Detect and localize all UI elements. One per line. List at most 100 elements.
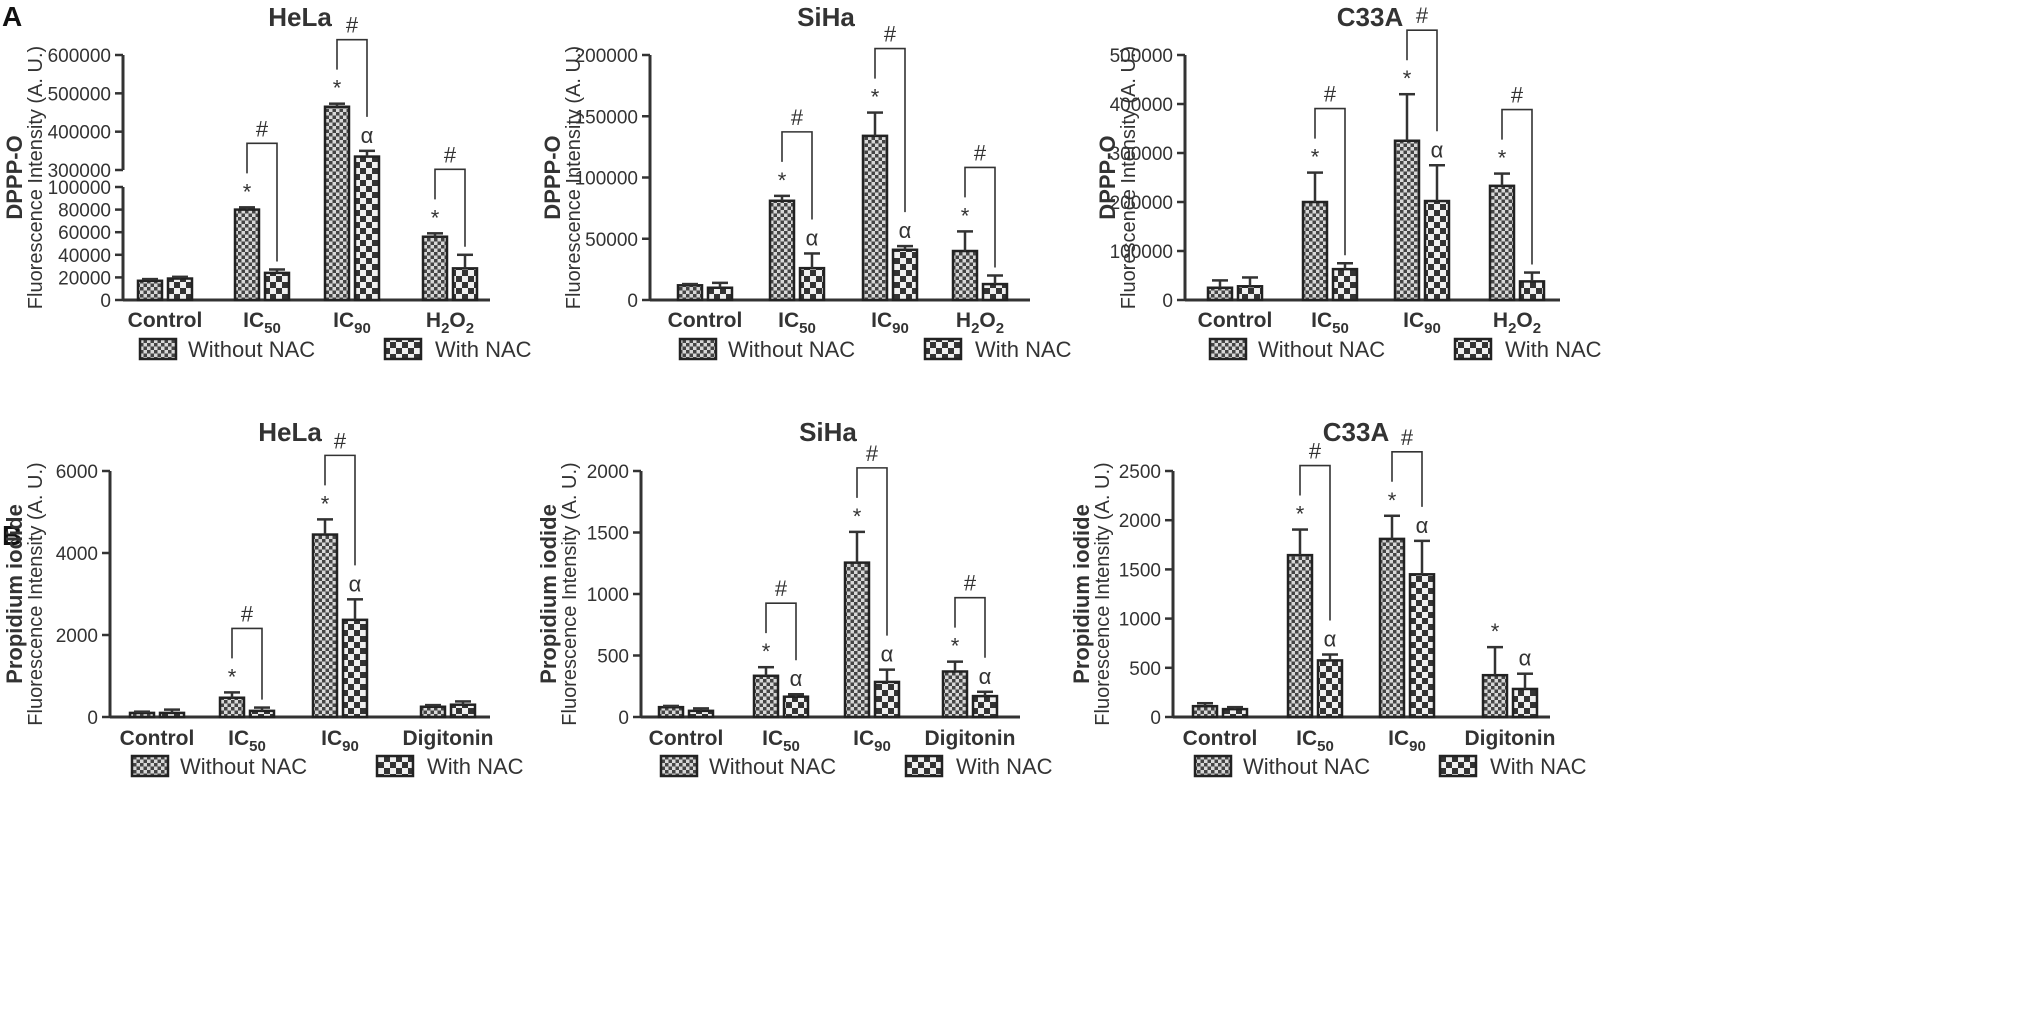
y-axis-label-secondary: Fluorescence Intensity (A. U.) [1092, 462, 1114, 725]
bar-with-nac [798, 266, 826, 302]
chart-2: 0 100000 200000 300000 400000 500000 C33A DPPP-… [1095, 2, 1602, 362]
bar-with-nac [971, 694, 999, 719]
significance-hash: # [256, 116, 269, 141]
significance-alpha: α [790, 666, 803, 691]
y-tick-label: 100000 [1110, 242, 1173, 263]
y-tick-label: 0 [1150, 708, 1161, 729]
legend-swatch-without-nac [659, 754, 699, 778]
significance-star: * [1296, 502, 1305, 527]
bar-without-nac [843, 561, 871, 719]
y-axis-label-secondary: Fluorescence Intensity (A. U.) [563, 46, 585, 309]
legend-swatch-with-nac [1438, 754, 1478, 778]
bar-without-nac [1301, 200, 1329, 302]
bar-without-nac [1378, 537, 1406, 719]
bar-with-nac [1331, 267, 1359, 302]
legend-label-without-nac: Without NAC [180, 754, 307, 779]
y-axis-label: Propidium iodide [536, 504, 561, 684]
y-tick-label: 300000 [1110, 144, 1173, 165]
significance-star: * [431, 205, 440, 230]
x-tick-label: IC90 [333, 309, 371, 337]
significance-bracket [954, 596, 986, 658]
legend-label-with-nac: With NAC [427, 754, 524, 779]
bar-without-nac [421, 235, 449, 302]
legend-swatch-without-nac [1193, 754, 1233, 778]
y-tick-label: 50000 [585, 230, 638, 251]
y-tick-label: 200000 [575, 46, 638, 67]
bar-with-nac [451, 267, 479, 302]
chart-title: C33A [1337, 2, 1404, 32]
significance-bracket [781, 131, 813, 220]
bar-without-nac [676, 284, 704, 302]
x-tick-label: Control [1183, 727, 1258, 750]
significance-star: * [1498, 146, 1507, 171]
y-tick-label: 4000 [56, 544, 98, 565]
bar-with-nac [1316, 659, 1344, 719]
significance-hash: # [866, 441, 879, 466]
bar-without-nac [311, 533, 339, 719]
significance-bracket [1501, 108, 1533, 265]
y-tick-label: 80000 [58, 201, 111, 222]
bar-without-nac [218, 696, 246, 719]
y-tick-label: 100000 [575, 169, 638, 190]
chart-title: C33A [1323, 417, 1390, 447]
y-axis-label: Propidium iodide [2, 504, 27, 684]
bar-with-nac [166, 277, 194, 302]
legend-label-with-nac: With NAC [1490, 754, 1587, 779]
significance-star: * [1403, 66, 1412, 91]
x-tick-label: Digitonin [403, 727, 494, 750]
significance-star: * [961, 203, 970, 228]
legend-label-without-nac: Without NAC [1243, 754, 1370, 779]
bar-without-nac [1488, 184, 1516, 302]
x-tick-label: H2O2 [1493, 309, 1541, 337]
bar-with-nac [1518, 280, 1546, 302]
legend-label-with-nac: With NAC [1505, 337, 1602, 362]
y-tick-label: 0 [87, 708, 98, 729]
significance-alpha: α [881, 642, 894, 667]
x-tick-label: Control [649, 727, 724, 750]
significance-alpha: α [1431, 137, 1444, 162]
y-tick-label: 0 [1162, 291, 1173, 312]
y-tick-label: 2500 [1119, 462, 1161, 483]
y-tick-label: 1000 [587, 585, 629, 606]
chart-3: 0 2000 4000 6000 HeLa Propidium iodideFluores… [2, 417, 524, 779]
y-axis-label-secondary: Fluorescence Intensity (A. U.) [559, 462, 581, 725]
legend-label-without-nac: Without NAC [188, 337, 315, 362]
y-tick-label: 500000 [48, 84, 111, 105]
bar-with-nac [981, 282, 1009, 302]
bar-with-nac [449, 703, 477, 719]
bar-without-nac [128, 711, 156, 719]
chart-title: HeLa [268, 2, 332, 32]
significance-bracket [1406, 29, 1438, 132]
y-axis-label-secondary: Fluorescence Intensity (A. U.) [25, 462, 47, 725]
bar-without-nac [1481, 673, 1509, 719]
bar-without-nac [136, 279, 164, 302]
significance-star: * [778, 168, 787, 193]
significance-hash: # [1401, 425, 1414, 450]
legend-label-with-nac: With NAC [435, 337, 532, 362]
x-tick-label: IC90 [321, 727, 359, 755]
y-tick-label: 60000 [58, 223, 111, 244]
x-tick-label: IC90 [1403, 309, 1441, 337]
x-tick-label: IC90 [871, 309, 909, 337]
significance-star: * [871, 85, 880, 110]
bar-without-nac [1191, 704, 1219, 719]
x-tick-label: Control [668, 309, 743, 332]
legend-swatch-with-nac [923, 337, 963, 361]
significance-hash: # [334, 428, 347, 453]
x-tick-label: IC90 [1388, 727, 1426, 755]
significance-bracket [874, 47, 906, 213]
x-tick-label: IC90 [853, 727, 891, 755]
legend-swatch-with-nac [383, 337, 423, 361]
y-axis-label-secondary: Fluorescence Intensity (A. U.) [1118, 46, 1140, 309]
bar-without-nac [1286, 553, 1314, 719]
significance-alpha: α [349, 571, 362, 596]
legend-swatch-without-nac [130, 754, 170, 778]
significance-hash: # [1511, 83, 1524, 108]
x-tick-label: Control [120, 727, 195, 750]
significance-bracket [246, 142, 278, 262]
y-axis-label: DPPP-O [540, 135, 565, 219]
significance-hash: # [775, 576, 788, 601]
y-tick-label: 0 [100, 291, 111, 312]
